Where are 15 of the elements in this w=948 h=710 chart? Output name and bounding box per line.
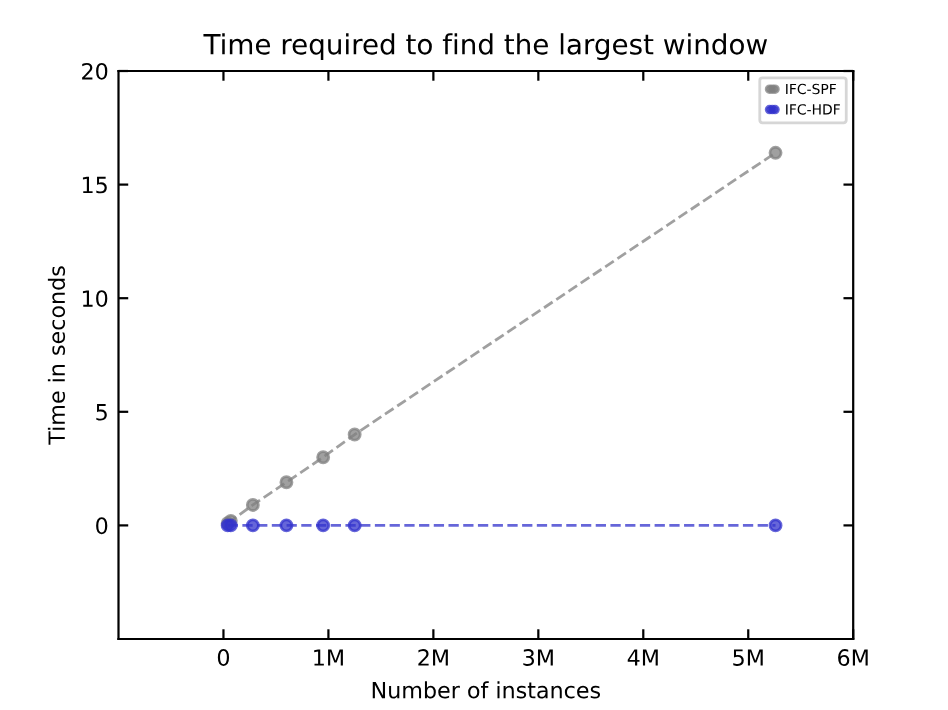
y-tick-label: 15 bbox=[82, 176, 107, 194]
x-tick-label: 5M bbox=[733, 649, 763, 666]
x-tick-label: 1M bbox=[314, 649, 343, 666]
y-tick-label: 5 bbox=[96, 404, 107, 421]
y-tick-label: 10 bbox=[82, 290, 108, 307]
x-tick-label: 0 bbox=[217, 649, 230, 666]
x-tick-label: 3M bbox=[523, 649, 553, 666]
x-tick-label: 4M bbox=[627, 649, 658, 666]
x-axis-title: Number of instances bbox=[372, 681, 601, 699]
y-axis-title: Time in seconds bbox=[47, 266, 66, 445]
chart-title: Time required to find the largest window bbox=[203, 33, 768, 61]
y-tick-label: 20 bbox=[82, 62, 108, 80]
x-tick-label: 6M bbox=[838, 649, 868, 666]
x-tick-label: 2M bbox=[418, 649, 448, 666]
y-tick-label: 0 bbox=[96, 517, 108, 535]
